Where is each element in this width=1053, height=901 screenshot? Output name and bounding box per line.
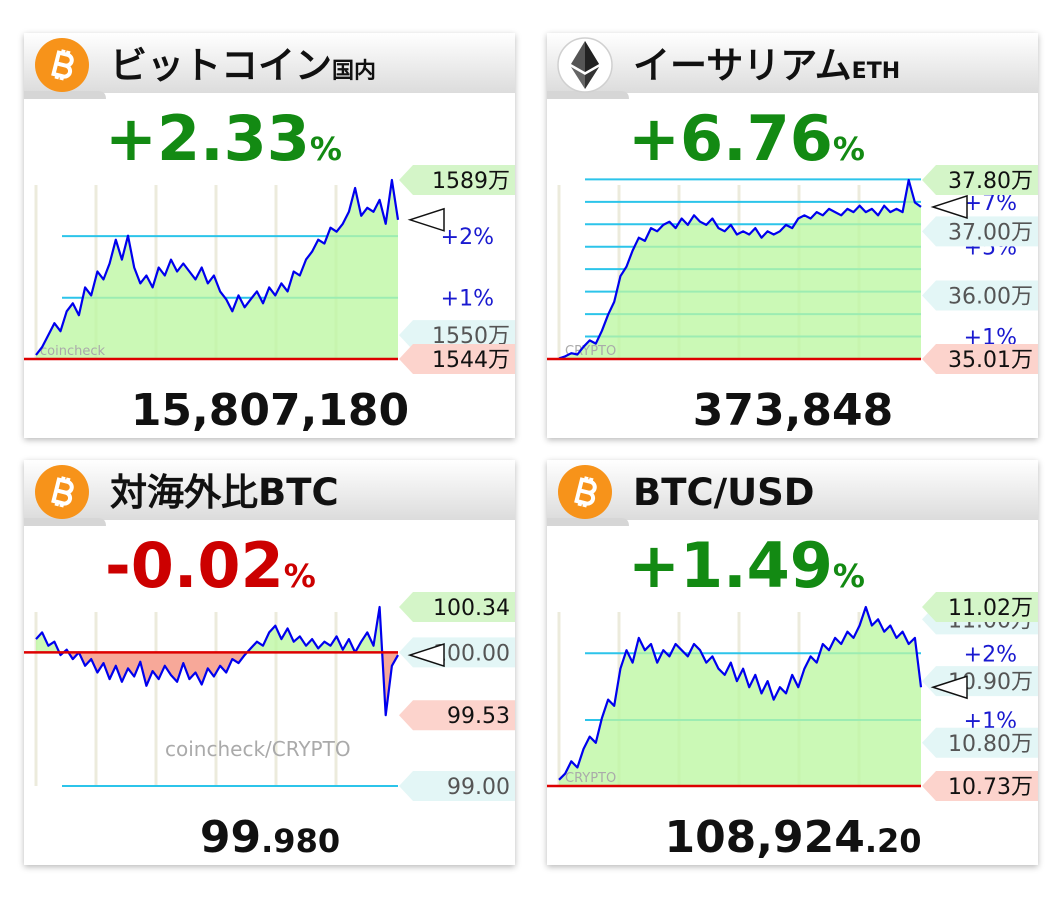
panel-title: ビットコイン国内 [110, 44, 376, 87]
header-bar [24, 460, 515, 520]
current-marker [407, 643, 445, 668]
watermark: coincheck [40, 344, 105, 359]
high-tag [399, 165, 515, 195]
y-tick-label: 100.00 [433, 641, 510, 666]
change: +1.49% [628, 529, 865, 602]
price-line [35, 605, 399, 717]
low-label: 10.73万 [948, 775, 1033, 800]
low-label: 99.53 [447, 704, 510, 729]
header-tab [547, 518, 629, 526]
change: -0.02% [105, 529, 316, 602]
title-suffix: ETH [852, 59, 900, 84]
panel-title: イーサリアムETH [633, 44, 900, 87]
panel: ビットコイン国内+2.33%coincheck+1%+2%1550万1544万1… [24, 33, 515, 438]
header-bar [547, 33, 1038, 93]
price-line [35, 178, 400, 356]
title-suffix: 国内 [332, 59, 376, 84]
y-tick-tag [922, 216, 1038, 247]
percent-label: +2% [441, 225, 494, 250]
change-unit: % [284, 557, 316, 595]
high-label: 37.80万 [948, 169, 1033, 194]
low-tag [399, 700, 515, 731]
header-bar [24, 33, 515, 93]
y-tick-label: 36.00万 [948, 284, 1033, 309]
current-marker [407, 207, 445, 232]
change-value: +1.49 [628, 529, 833, 602]
price: 15,807,180 [131, 385, 409, 436]
current-marker [930, 675, 968, 700]
change-value: +2.33 [105, 102, 310, 175]
bitcoin-glyph [574, 476, 597, 508]
change: +6.76% [628, 102, 865, 175]
ethereum-glyph [585, 67, 599, 89]
y-tick-label: 37.00万 [948, 220, 1033, 245]
price: 99.980 [200, 812, 340, 863]
title-text: 対海外比BTC [110, 471, 339, 514]
change-value: -0.02 [105, 529, 284, 602]
watermark: coincheck/CRYPTO [165, 737, 351, 761]
percent-label: +2% [964, 642, 1017, 667]
area-above [559, 607, 921, 786]
title-text: イーサリアム [633, 44, 852, 87]
bitcoin-glyph [51, 476, 74, 508]
price-value: 108,924 [664, 812, 864, 863]
y-tick-tag [922, 280, 1038, 311]
y-tick-label: 99.00 [447, 775, 510, 800]
panel-title: 対海外比BTC [110, 471, 339, 514]
area-above [559, 180, 921, 359]
low-tag [399, 344, 515, 374]
watermark: CRYPTO [565, 344, 616, 359]
price-decimals: .20 [865, 822, 922, 860]
panel: BTC/USD+1.49%CRYPTO+1%+2%11.00万10.90万10.… [547, 460, 1038, 865]
change-unit: % [310, 130, 342, 168]
price-line [558, 178, 922, 360]
y-tick-tag [399, 320, 515, 351]
low-tag [922, 771, 1038, 801]
price-decimals: .980 [261, 822, 340, 860]
high-tag [922, 592, 1038, 622]
header-tab [24, 518, 106, 526]
low-tag [922, 344, 1038, 374]
title-text: BTC/USD [633, 471, 815, 514]
change-unit: % [833, 130, 865, 168]
panel: イーサリアムETH+6.76%CRYPTO+1%+5%+7%37.00万36.0… [547, 33, 1038, 438]
ethereum-glyph [585, 41, 599, 72]
change-unit: % [833, 557, 865, 595]
change: +2.33% [105, 102, 342, 175]
area-below [36, 652, 398, 716]
low-label: 35.01万 [948, 348, 1033, 373]
panel: 対海外比BTC -0.02% coincheck/CRYPTO 100.00 99.00… [24, 460, 515, 865]
high-tag [399, 592, 515, 622]
price: 373,848 [693, 385, 893, 436]
title-text: ビットコイン [110, 44, 332, 87]
high-label: 11.02万 [948, 596, 1033, 621]
current-marker [930, 194, 968, 219]
low-label: 1544万 [432, 348, 510, 373]
header-tab [547, 91, 629, 99]
price: 108,924.20 [664, 812, 921, 863]
panel-title: BTC/USD [633, 471, 815, 514]
price-value: 15,807,180 [131, 385, 409, 436]
header-bar [547, 460, 1038, 520]
bitcoin-glyph [51, 49, 74, 81]
price-line [558, 605, 923, 781]
area-above [36, 180, 398, 359]
y-tick-tag [922, 727, 1038, 758]
y-tick-label: 10.80万 [948, 732, 1033, 757]
header-tab [24, 91, 106, 99]
y-tick-tag [399, 771, 515, 801]
price-value: 373,848 [693, 385, 893, 436]
watermark: CRYPTO [565, 771, 616, 786]
price-value: 99 [200, 812, 261, 863]
percent-label: +1% [441, 287, 494, 312]
high-tag [922, 165, 1038, 195]
high-label: 100.34 [433, 596, 510, 621]
change-value: +6.76 [628, 102, 833, 175]
high-label: 1589万 [432, 169, 510, 194]
